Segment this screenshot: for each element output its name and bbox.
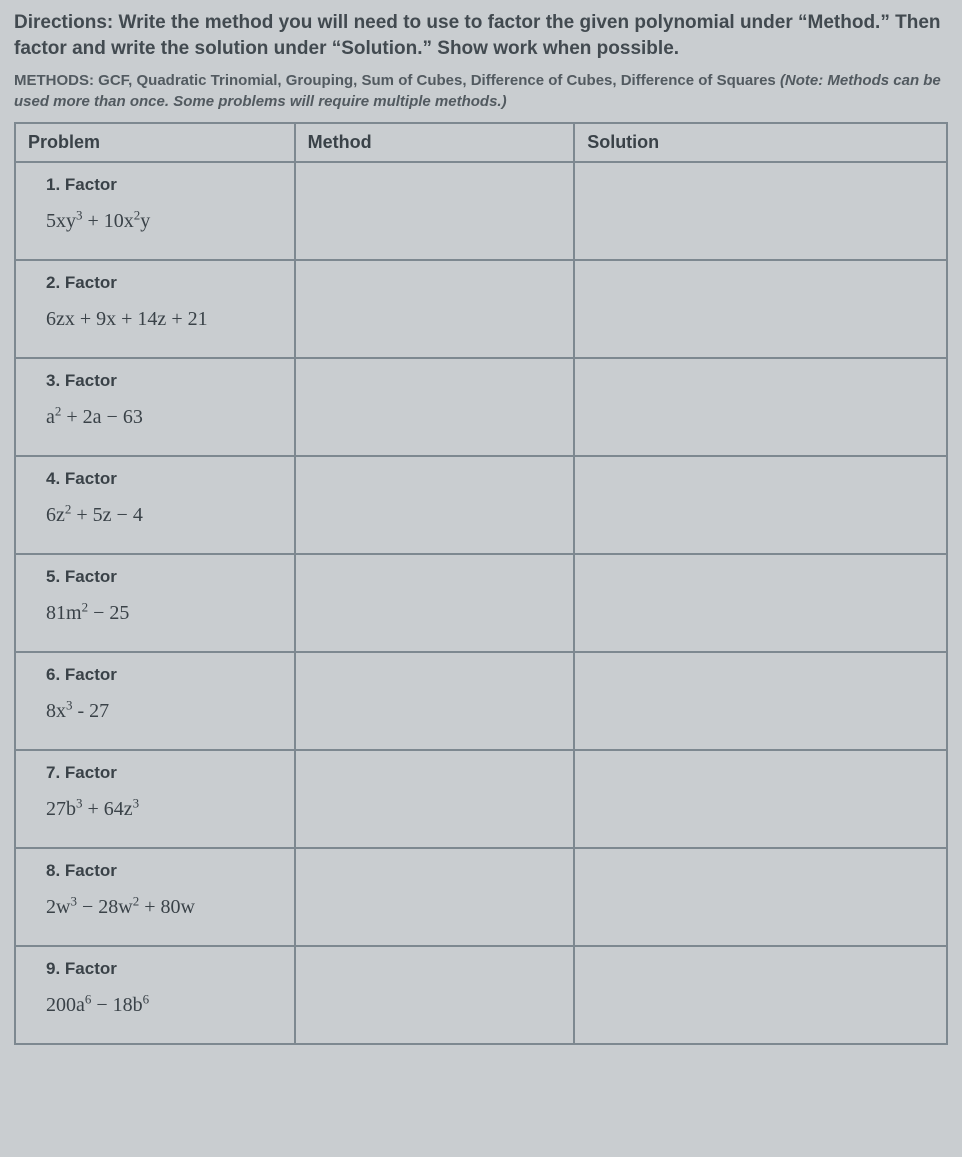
solution-cell — [574, 456, 947, 554]
method-cell — [295, 750, 575, 848]
table-row: 7. Factor 27b3 + 64z3 — [15, 750, 947, 848]
table-row: 4. Factor 6z2 + 5z − 4 — [15, 456, 947, 554]
table-row: 1. Factor 5xy3 + 10x2y — [15, 162, 947, 260]
problem-cell: 1. Factor 5xy3 + 10x2y — [15, 162, 295, 260]
problem-expression: 8x3 - 27 — [28, 697, 282, 725]
table-row: 3. Factor a2 + 2a − 63 — [15, 358, 947, 456]
problem-number-label: 8. Factor — [28, 859, 282, 883]
problem-number-label: 6. Factor — [28, 663, 282, 687]
methods-note: METHODS: GCF, Quadratic Trinomial, Group… — [14, 71, 948, 112]
problem-number-label: 4. Factor — [28, 467, 282, 491]
solution-cell — [574, 848, 947, 946]
problem-cell: 5. Factor 81m2 − 25 — [15, 554, 295, 652]
table-row: 2. Factor 6zx + 9x + 14z + 21 — [15, 260, 947, 358]
method-cell — [295, 456, 575, 554]
solution-cell — [574, 652, 947, 750]
problem-number-label: 2. Factor — [28, 271, 282, 295]
solution-cell — [574, 260, 947, 358]
table-row: 6. Factor 8x3 - 27 — [15, 652, 947, 750]
method-cell — [295, 848, 575, 946]
solution-cell — [574, 750, 947, 848]
header-problem: Problem — [15, 123, 295, 162]
problem-expression: 200a6 − 18b6 — [28, 991, 282, 1019]
table-row: 5. Factor 81m2 − 25 — [15, 554, 947, 652]
problem-cell: 2. Factor 6zx + 9x + 14z + 21 — [15, 260, 295, 358]
problem-cell: 7. Factor 27b3 + 64z3 — [15, 750, 295, 848]
header-solution: Solution — [574, 123, 947, 162]
methods-list: METHODS: GCF, Quadratic Trinomial, Group… — [14, 72, 780, 89]
problem-number-label: 3. Factor — [28, 369, 282, 393]
problem-number-label: 5. Factor — [28, 565, 282, 589]
problem-expression: 5xy3 + 10x2y — [28, 207, 282, 235]
problem-cell: 4. Factor 6z2 + 5z − 4 — [15, 456, 295, 554]
method-cell — [295, 554, 575, 652]
problem-expression: 6zx + 9x + 14z + 21 — [28, 305, 282, 333]
problem-cell: 8. Factor 2w3 − 28w2 + 80w — [15, 848, 295, 946]
solution-cell — [574, 554, 947, 652]
method-cell — [295, 260, 575, 358]
table-header-row: Problem Method Solution — [15, 123, 947, 162]
problem-number-label: 9. Factor — [28, 957, 282, 981]
solution-cell — [574, 358, 947, 456]
factoring-table: Problem Method Solution 1. Factor 5xy3 + … — [14, 122, 948, 1045]
header-method: Method — [295, 123, 575, 162]
problem-number-label: 7. Factor — [28, 761, 282, 785]
problem-expression: 81m2 − 25 — [28, 599, 282, 627]
solution-cell — [574, 946, 947, 1044]
table-row: 9. Factor 200a6 − 18b6 — [15, 946, 947, 1044]
method-cell — [295, 162, 575, 260]
problem-expression: 27b3 + 64z3 — [28, 795, 282, 823]
problem-expression: a2 + 2a − 63 — [28, 403, 282, 431]
method-cell — [295, 358, 575, 456]
table-row: 8. Factor 2w3 − 28w2 + 80w — [15, 848, 947, 946]
problem-expression: 2w3 − 28w2 + 80w — [28, 893, 282, 921]
method-cell — [295, 652, 575, 750]
method-cell — [295, 946, 575, 1044]
problem-number-label: 1. Factor — [28, 173, 282, 197]
directions-text: Directions: Write the method you will ne… — [14, 10, 948, 61]
problem-cell: 3. Factor a2 + 2a − 63 — [15, 358, 295, 456]
problem-cell: 9. Factor 200a6 − 18b6 — [15, 946, 295, 1044]
problem-cell: 6. Factor 8x3 - 27 — [15, 652, 295, 750]
problem-expression: 6z2 + 5z − 4 — [28, 501, 282, 529]
solution-cell — [574, 162, 947, 260]
